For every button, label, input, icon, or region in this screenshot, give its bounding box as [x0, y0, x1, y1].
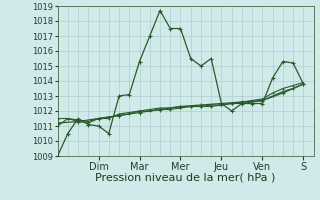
X-axis label: Pression niveau de la mer( hPa ): Pression niveau de la mer( hPa ): [95, 173, 276, 183]
